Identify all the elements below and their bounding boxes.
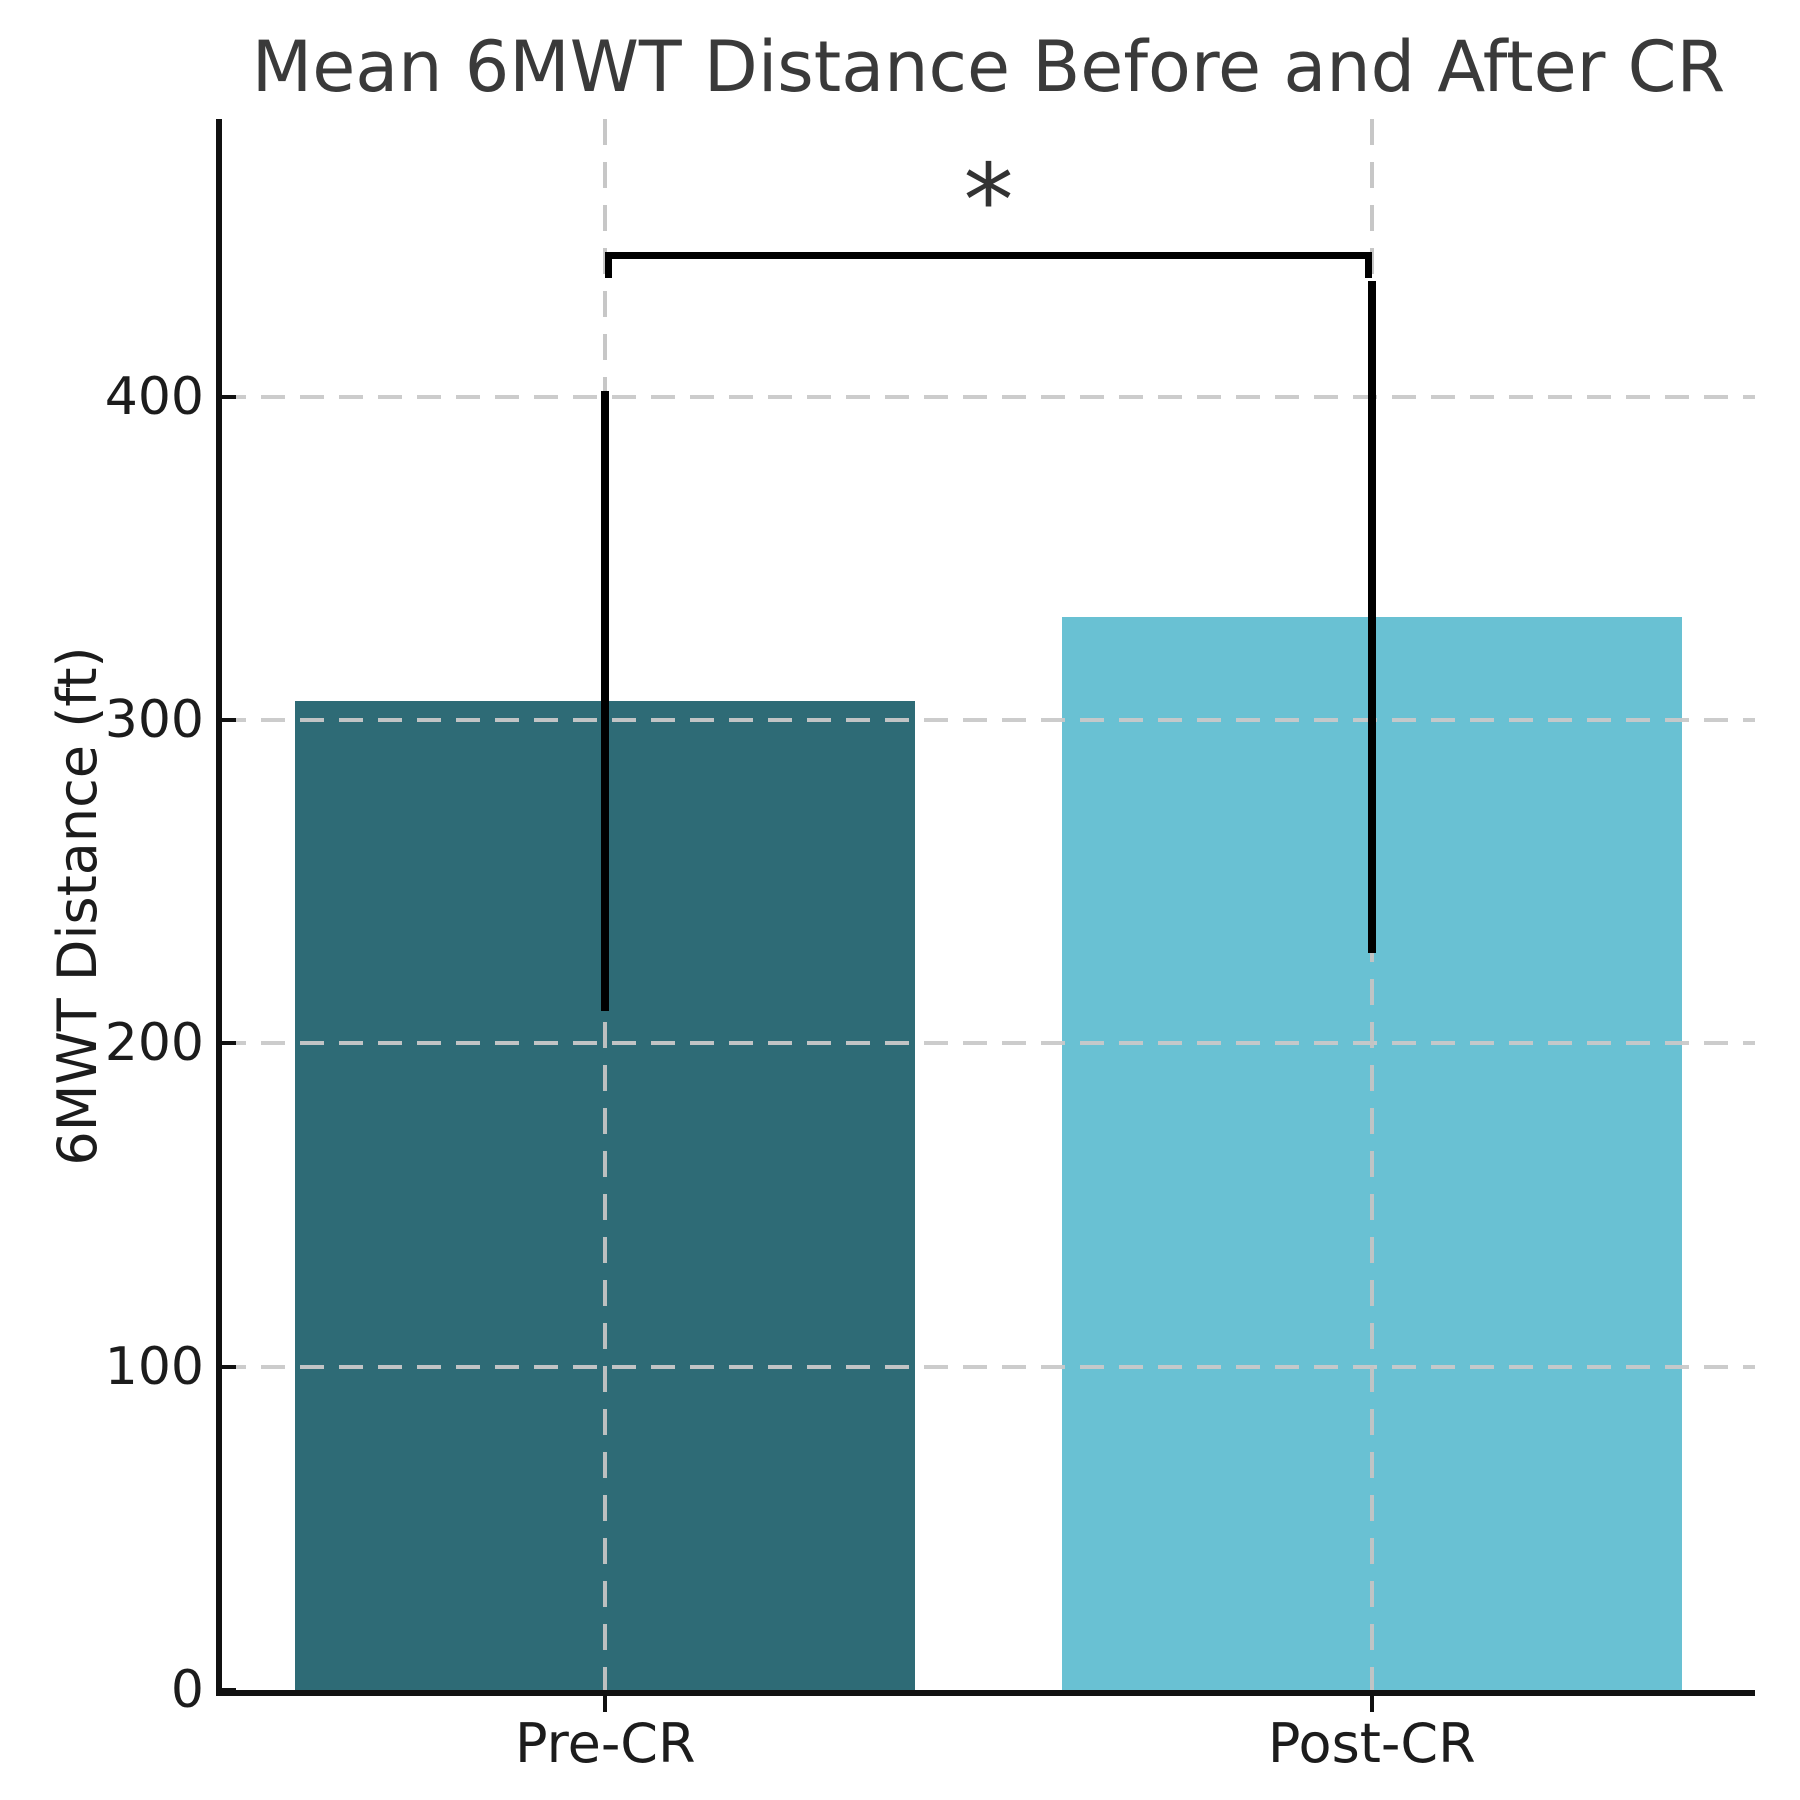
y-tick-0 (222, 1688, 236, 1692)
significance-bracket-end-right (1364, 251, 1372, 278)
y-tick-300 (222, 718, 236, 723)
x-axis-spine (216, 1690, 1755, 1696)
x-tick-label-post-cr: Post-CR (1267, 1712, 1476, 1775)
y-axis-label: 6MWT Distance (ft) (46, 646, 109, 1166)
y-tick-label-400: 400 (104, 366, 204, 427)
gridline-y-200 (222, 1041, 1755, 1046)
y-tick-label-0: 0 (170, 1660, 204, 1720)
y-tick-label-300: 300 (104, 690, 204, 751)
chart-title: Mean 6MWT Distance Before and After CR (251, 26, 1726, 108)
gridline-y-400 (222, 394, 1755, 399)
y-axis-spine (216, 119, 222, 1696)
x-tick-label-pre-cr: Pre-CR (514, 1712, 696, 1775)
x-tick-pre-cr (603, 1696, 608, 1712)
error-bar-post-cr (1367, 280, 1376, 953)
significance-bracket-end-left (605, 251, 613, 278)
y-tick-200 (222, 1041, 236, 1046)
y-tick-400 (222, 394, 236, 399)
gridline-y-300 (222, 718, 1755, 723)
y-tick-label-100: 100 (104, 1336, 204, 1397)
y-tick-label-200: 200 (104, 1013, 204, 1074)
y-tick-100 (222, 1364, 236, 1369)
significance-bracket (605, 251, 1372, 259)
x-tick-post-cr (1369, 1696, 1374, 1712)
plot-area: 0 100 200 300 400 Pre-CR Post-CR * (105, 119, 1755, 1775)
error-bar-pre-cr (601, 390, 610, 1012)
significance-asterisk: * (963, 141, 1014, 259)
gridline-y-100 (222, 1364, 1755, 1369)
